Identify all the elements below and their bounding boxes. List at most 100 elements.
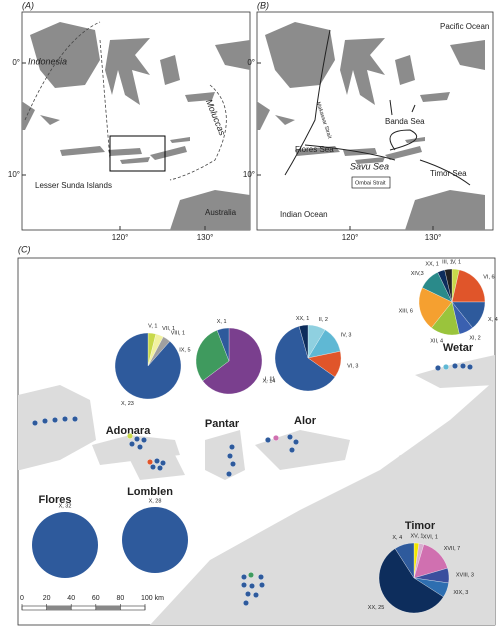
pie-slice xyxy=(394,542,415,579)
pie-slice xyxy=(216,327,230,362)
pie-label: X, 4 xyxy=(392,535,402,541)
sample-site xyxy=(289,447,296,454)
pie-label: XX, 1 xyxy=(296,316,309,322)
sample-site xyxy=(460,363,467,370)
lat-label: 10° xyxy=(243,170,255,179)
sample-site xyxy=(252,592,259,599)
pie-label: X, 28 xyxy=(149,498,162,504)
sample-site xyxy=(153,458,160,465)
scale-label: 40 xyxy=(67,595,75,602)
pie-label: IX, 5 xyxy=(179,348,190,354)
pie-slice xyxy=(444,268,453,303)
sample-site xyxy=(293,439,300,446)
pie-label: X, 23 xyxy=(121,401,134,407)
pie-label: XX, 1 xyxy=(425,262,438,268)
sample-site xyxy=(259,582,266,589)
pie-label: X, 1 xyxy=(217,319,227,325)
pie-slice xyxy=(202,327,263,395)
pie-label: XX, 25 xyxy=(368,605,385,611)
sample-site xyxy=(452,363,459,370)
sample-site xyxy=(52,417,59,424)
pie-slice xyxy=(114,332,182,400)
sample-site xyxy=(229,461,236,468)
island-name: Timor xyxy=(405,520,436,532)
pie-label: X, 4 xyxy=(488,317,498,323)
lon-label: 120° xyxy=(112,233,129,242)
pie-label: VI, 3 xyxy=(347,364,358,370)
scale-label: 20 xyxy=(43,595,51,602)
sample-site xyxy=(146,459,153,466)
island-name: Alor xyxy=(294,415,317,427)
map-label: Savu Sea xyxy=(350,161,389,171)
pie-label: X, 32 xyxy=(59,503,72,509)
map-label: Banda Sea xyxy=(385,117,425,126)
sample-site xyxy=(258,574,265,581)
lon-label: 130° xyxy=(425,233,442,242)
panel-b-land xyxy=(257,22,485,230)
scale-bar xyxy=(21,605,146,611)
panel-label: (B) xyxy=(257,0,269,10)
sample-site xyxy=(287,434,294,441)
scale-label: 100 km xyxy=(141,595,164,602)
sample-site xyxy=(71,416,78,423)
sample-site xyxy=(62,416,69,423)
scale-label: 0 xyxy=(20,595,24,602)
sample-site xyxy=(273,435,280,442)
panel-a-land xyxy=(22,21,250,230)
lat-label: 0° xyxy=(247,58,255,67)
map-label: Pacific Ocean xyxy=(440,22,489,31)
map-label: Australia xyxy=(205,208,237,217)
sample-site xyxy=(265,437,272,444)
sample-site xyxy=(247,572,254,579)
sample-site xyxy=(240,582,247,589)
pie-slice xyxy=(274,326,336,392)
scale-label: 80 xyxy=(117,595,125,602)
sample-site xyxy=(128,441,135,448)
pie-slice xyxy=(122,507,188,573)
scale-label: 60 xyxy=(92,595,100,602)
sample-site xyxy=(244,591,251,598)
lon-label: 120° xyxy=(342,233,359,242)
island-name: Adonara xyxy=(106,425,152,437)
sample-site xyxy=(42,418,49,425)
map-label: Ombai Strait xyxy=(355,180,386,186)
lon-label: 130° xyxy=(197,233,214,242)
pie-label: VI, 6 xyxy=(483,275,494,281)
panel-label: (A) xyxy=(22,0,34,10)
sample-site xyxy=(149,464,156,471)
pie-slice xyxy=(298,324,309,359)
sample-site xyxy=(126,433,133,440)
island-name: Wetar xyxy=(443,342,474,354)
map-label: Lesser Sunda Islands xyxy=(35,181,112,190)
island-name: Flores xyxy=(38,494,71,506)
pie-label: VII, 1 xyxy=(162,326,175,332)
sample-site xyxy=(225,471,232,478)
pie-label: IV, 3 xyxy=(341,332,352,338)
sample-site xyxy=(133,436,140,443)
pie-label: II, 2 xyxy=(319,317,328,323)
sample-site xyxy=(228,444,235,451)
lat-label: 10° xyxy=(8,170,20,179)
panel-label: (C) xyxy=(18,244,31,254)
pie-label: VIII, 1 xyxy=(171,331,185,337)
pie-label: X, 14 xyxy=(262,379,275,385)
pie-label: XI, 2 xyxy=(469,335,480,341)
sample-site xyxy=(242,600,249,607)
pie-label: XIII, 6 xyxy=(399,308,413,314)
pie-label: I, 11 xyxy=(265,376,275,382)
island-name: Lomblen xyxy=(127,486,173,498)
map-label: Timor Sea xyxy=(430,169,467,178)
lat-label: 0° xyxy=(12,58,20,67)
pie-label: V, 1 xyxy=(148,324,157,330)
pie-slice xyxy=(451,269,486,303)
sample-site xyxy=(443,364,450,371)
sample-site xyxy=(248,583,255,590)
pie-slice xyxy=(195,330,230,382)
sample-site xyxy=(435,365,442,372)
map-label: Indian Ocean xyxy=(280,210,328,219)
pie-label: XIV,3 xyxy=(411,271,424,277)
sample-site xyxy=(240,574,247,581)
pie-slice xyxy=(418,287,453,329)
pie-slice xyxy=(32,512,98,578)
